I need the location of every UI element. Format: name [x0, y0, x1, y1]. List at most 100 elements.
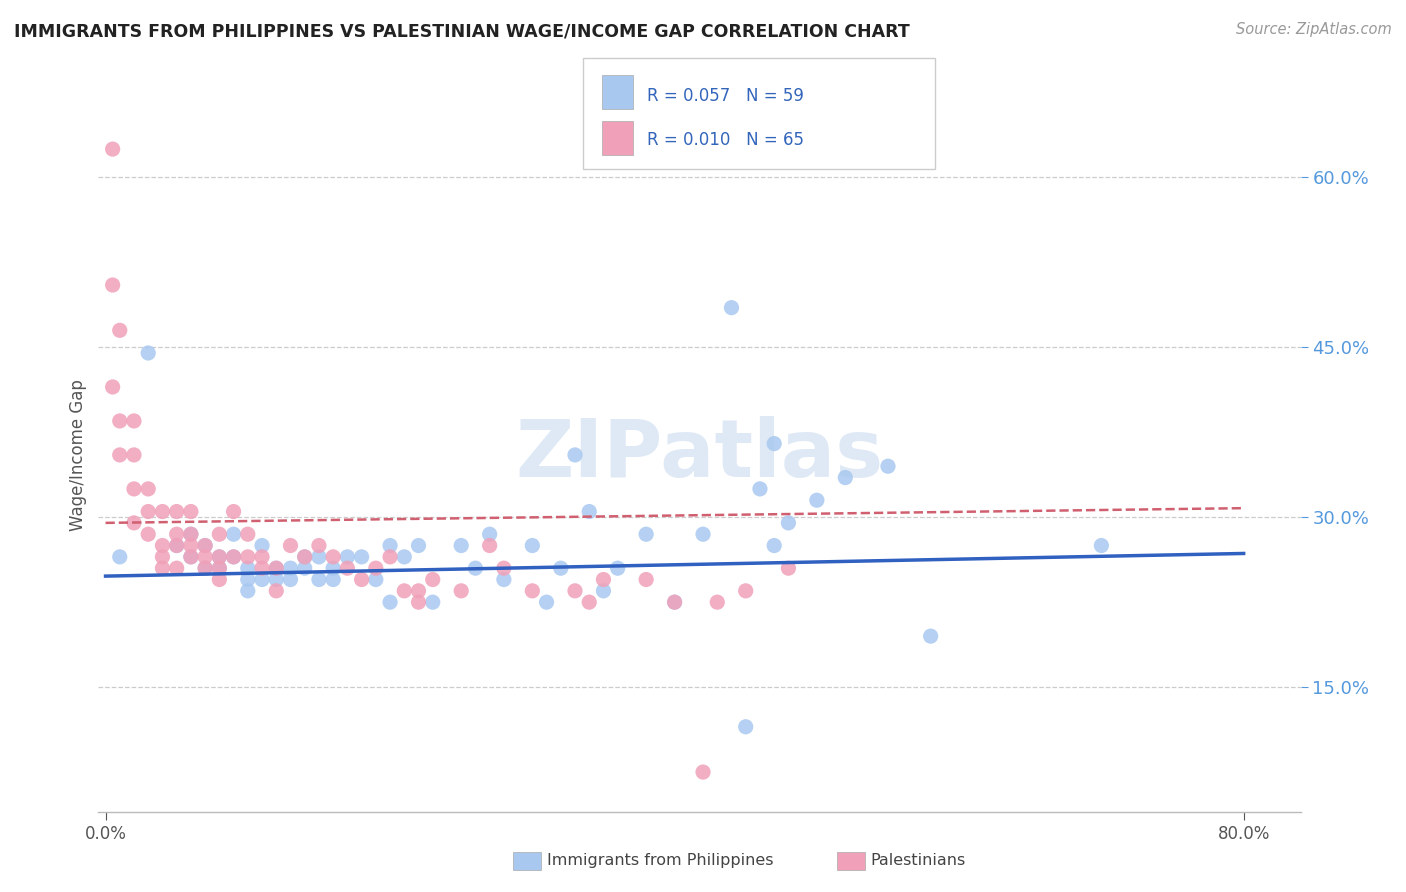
- Point: [250, 573, 273, 587]
- Text: Source: ZipAtlas.com: Source: ZipAtlas.com: [1236, 22, 1392, 37]
- Point: [264, 561, 287, 575]
- Point: [222, 527, 245, 541]
- Point: [322, 549, 344, 564]
- Point: [108, 414, 131, 428]
- Point: [122, 448, 145, 462]
- Text: Immigrants from Philippines: Immigrants from Philippines: [547, 854, 773, 868]
- Point: [122, 516, 145, 530]
- Point: [464, 561, 486, 575]
- Point: [592, 573, 614, 587]
- Point: [166, 539, 188, 553]
- Point: [706, 595, 728, 609]
- Point: [194, 539, 217, 553]
- Point: [564, 448, 586, 462]
- Text: R = 0.010   N = 65: R = 0.010 N = 65: [647, 131, 804, 149]
- Point: [180, 539, 202, 553]
- Point: [194, 561, 217, 575]
- Point: [408, 539, 430, 553]
- Point: [222, 549, 245, 564]
- Point: [250, 549, 273, 564]
- Point: [408, 583, 430, 598]
- Point: [522, 583, 544, 598]
- Point: [264, 583, 287, 598]
- Point: [264, 561, 287, 575]
- Point: [350, 573, 373, 587]
- Point: [378, 595, 401, 609]
- Point: [492, 561, 515, 575]
- Point: [692, 765, 714, 780]
- Point: [664, 595, 686, 609]
- Point: [236, 583, 259, 598]
- Point: [364, 561, 387, 575]
- Point: [778, 516, 800, 530]
- Point: [280, 561, 302, 575]
- Point: [478, 527, 501, 541]
- Point: [250, 561, 273, 575]
- Point: [394, 583, 416, 598]
- Point: [350, 549, 373, 564]
- Point: [101, 278, 124, 293]
- Point: [180, 527, 202, 541]
- Point: [450, 539, 472, 553]
- Point: [834, 470, 856, 484]
- Point: [194, 549, 217, 564]
- Point: [222, 549, 245, 564]
- Point: [636, 573, 658, 587]
- Point: [208, 561, 231, 575]
- Point: [136, 346, 159, 360]
- Point: [322, 573, 344, 587]
- Point: [236, 549, 259, 564]
- Point: [606, 561, 628, 575]
- Point: [236, 573, 259, 587]
- Point: [180, 504, 202, 518]
- Point: [264, 573, 287, 587]
- Point: [322, 561, 344, 575]
- Point: [578, 504, 600, 518]
- Point: [208, 573, 231, 587]
- Point: [564, 583, 586, 598]
- Point: [734, 720, 756, 734]
- Point: [536, 595, 558, 609]
- Point: [250, 539, 273, 553]
- Text: IMMIGRANTS FROM PHILIPPINES VS PALESTINIAN WAGE/INCOME GAP CORRELATION CHART: IMMIGRANTS FROM PHILIPPINES VS PALESTINI…: [14, 22, 910, 40]
- Point: [550, 561, 572, 575]
- Point: [194, 561, 217, 575]
- Point: [308, 539, 330, 553]
- Point: [166, 561, 188, 575]
- Point: [364, 573, 387, 587]
- Point: [920, 629, 942, 643]
- Point: [166, 527, 188, 541]
- Point: [336, 549, 359, 564]
- Point: [108, 448, 131, 462]
- Point: [152, 539, 174, 553]
- Point: [180, 527, 202, 541]
- Point: [122, 414, 145, 428]
- Point: [636, 527, 658, 541]
- Point: [101, 380, 124, 394]
- Point: [734, 583, 756, 598]
- Point: [720, 301, 742, 315]
- Point: [166, 504, 188, 518]
- Point: [778, 561, 800, 575]
- Point: [492, 573, 515, 587]
- Point: [108, 323, 131, 337]
- Point: [122, 482, 145, 496]
- Point: [280, 573, 302, 587]
- Point: [136, 482, 159, 496]
- Point: [236, 527, 259, 541]
- Point: [136, 504, 159, 518]
- Point: [180, 549, 202, 564]
- Point: [222, 504, 245, 518]
- Point: [194, 539, 217, 553]
- Point: [208, 561, 231, 575]
- Point: [1090, 539, 1112, 553]
- Point: [152, 561, 174, 575]
- Text: ZIPatlas: ZIPatlas: [516, 416, 883, 494]
- Point: [763, 539, 786, 553]
- Point: [592, 583, 614, 598]
- Text: Palestinians: Palestinians: [870, 854, 966, 868]
- Point: [394, 549, 416, 564]
- Point: [101, 142, 124, 156]
- Point: [136, 527, 159, 541]
- Point: [166, 539, 188, 553]
